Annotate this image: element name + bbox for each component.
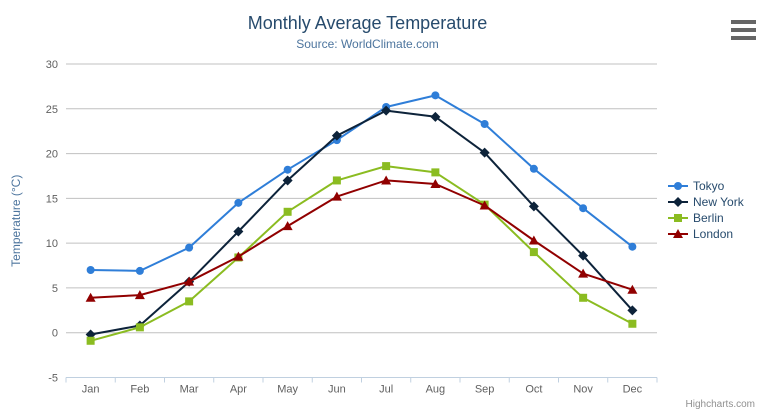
legend-marker-diamond-icon [668,197,688,207]
svg-text:Nov: Nov [573,384,593,396]
legend-item-london[interactable]: London [668,226,744,242]
legend-item-tokyo[interactable]: Tokyo [668,178,744,194]
legend-marker-square-icon [668,214,688,222]
svg-text:May: May [277,384,298,396]
svg-text:25: 25 [46,104,58,116]
credits-link[interactable]: Highcharts.com [685,399,755,410]
svg-text:Sep: Sep [475,384,495,396]
series-berlin[interactable] [86,162,637,345]
svg-text:Apr: Apr [230,384,247,396]
svg-text:Mar: Mar [180,384,199,396]
hamburger-icon [731,36,756,40]
svg-text:Aug: Aug [426,384,446,396]
legend-label: Tokyo [693,179,725,193]
svg-text:Feb: Feb [130,384,149,396]
svg-text:Jan: Jan [82,384,100,396]
hamburger-icon [731,28,756,32]
svg-text:Jul: Jul [379,384,393,396]
svg-text:-5: -5 [48,373,58,385]
y-axis-title: Temperature (°C) [9,175,23,267]
y-axis-labels: -5 0 5 10 15 20 25 30 [46,59,58,385]
legend-item-new-york[interactable]: New York [668,194,744,210]
svg-text:Jun: Jun [328,384,346,396]
svg-text:15: 15 [46,193,58,205]
legend-label: Berlin [693,211,724,225]
svg-text:5: 5 [52,283,58,295]
svg-text:Oct: Oct [525,384,542,396]
svg-text:30: 30 [46,59,58,71]
chart-title: Monthly Average Temperature [247,13,488,33]
legend: Tokyo New York Berlin London [668,178,744,242]
y-gridlines [66,63,657,378]
legend-item-berlin[interactable]: Berlin [668,210,744,226]
series-tokyo[interactable] [86,91,637,275]
x-axis [65,377,658,383]
svg-text:10: 10 [46,238,58,250]
hamburger-icon [731,20,756,24]
svg-text:Dec: Dec [623,384,643,396]
legend-marker-circle-icon [668,182,688,190]
svg-text:20: 20 [46,149,58,161]
context-menu-button[interactable] [731,20,756,40]
legend-label: London [693,227,734,241]
chart-subtitle: Source: WorldClimate.com [296,37,439,51]
series-new-york[interactable] [85,105,638,340]
series-london[interactable] [85,175,638,302]
legend-label: New York [693,195,744,209]
x-axis-labels: Jan Feb Mar Apr May Jun Jul Aug Sep Oct Nov Dec [82,384,643,396]
svg-text:0: 0 [52,328,58,340]
legend-marker-triangle-icon [668,229,688,238]
